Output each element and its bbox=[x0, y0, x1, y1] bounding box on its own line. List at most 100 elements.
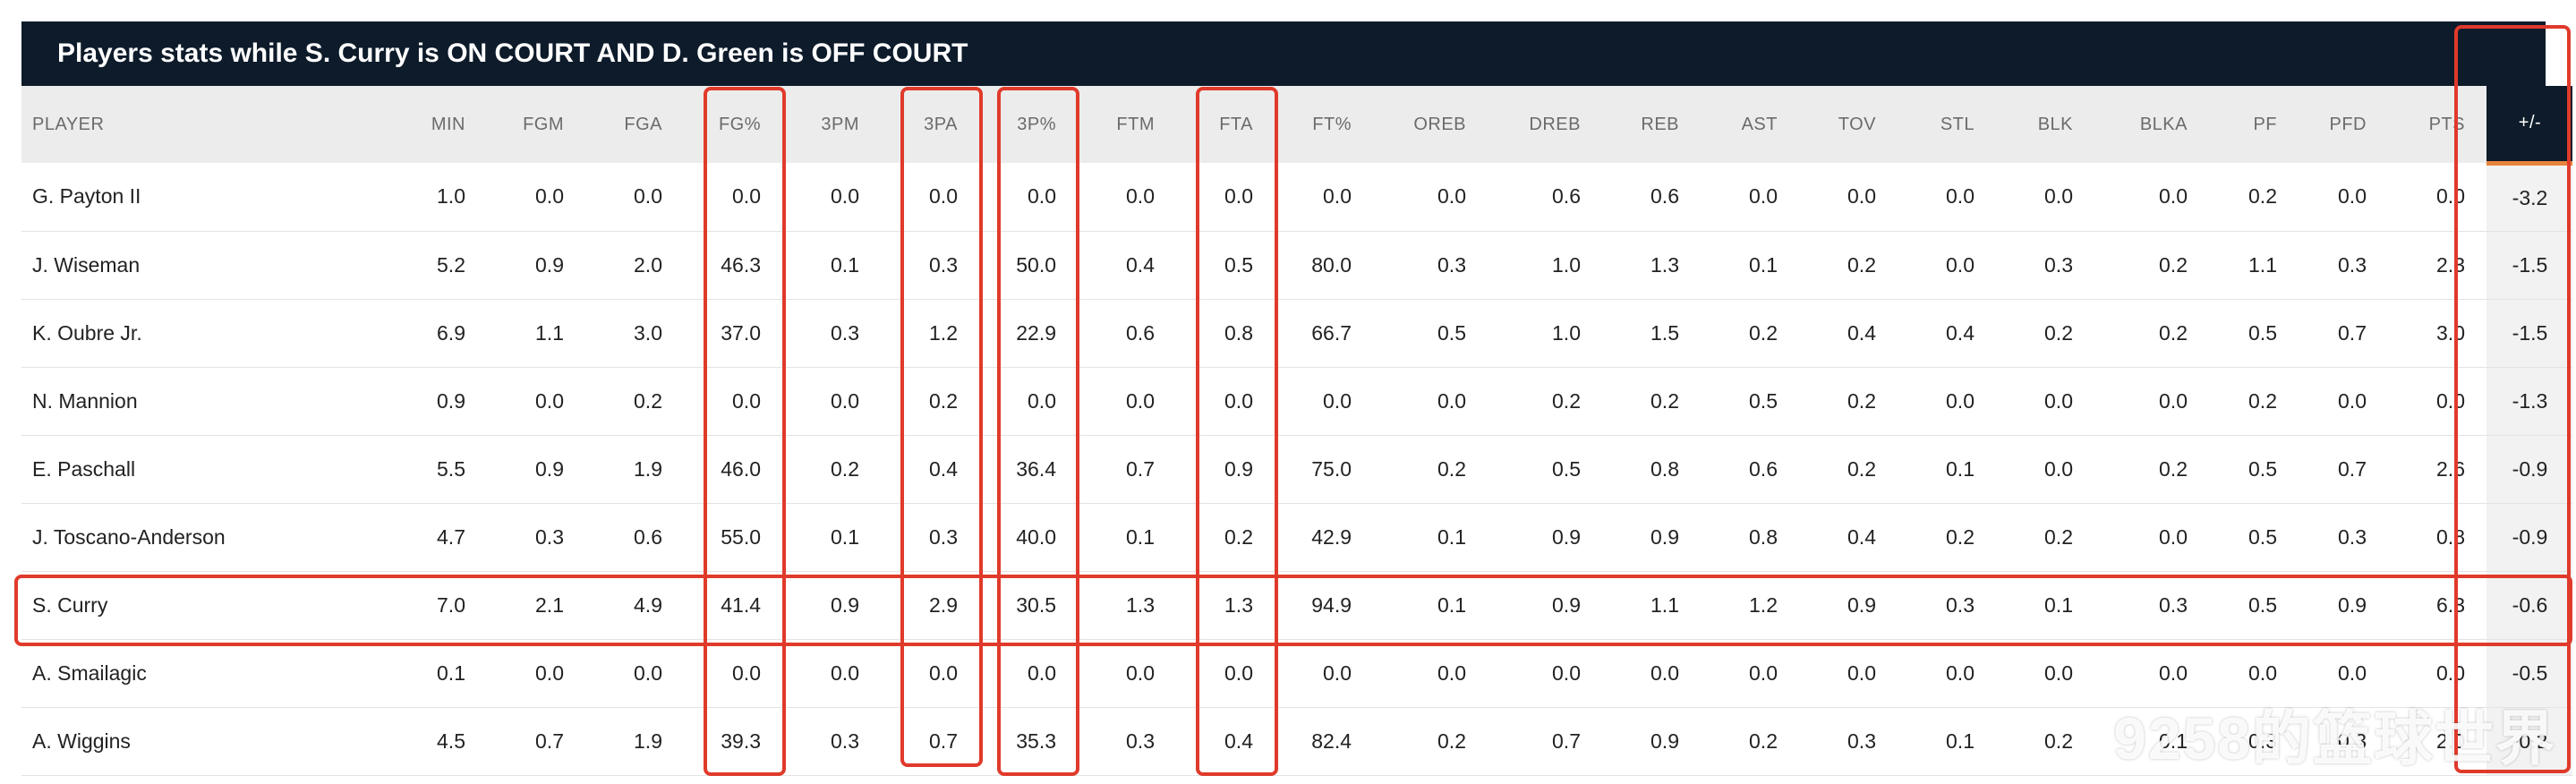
cell-fgm[interactable]: 0.9 bbox=[535, 252, 564, 277]
cell-reb[interactable]: 0.9 bbox=[1651, 524, 1679, 549]
column-header-stl[interactable]: STL bbox=[1940, 114, 1975, 134]
cell-pts[interactable]: 3.0 bbox=[2436, 320, 2465, 345]
cell-oreb[interactable]: 0.1 bbox=[1437, 592, 1466, 617]
column-header-ft-pct[interactable]: FT% bbox=[1312, 114, 1352, 134]
column-header-fgm[interactable]: FGM bbox=[523, 114, 564, 134]
cell-dreb[interactable]: 0.7 bbox=[1552, 729, 1581, 753]
column-header-tpm[interactable]: 3PM bbox=[821, 114, 859, 134]
player-name-link[interactable]: S. Curry bbox=[32, 592, 108, 617]
column-header-tov[interactable]: TOV bbox=[1838, 114, 1876, 134]
cell-dreb[interactable]: 0.2 bbox=[1552, 388, 1581, 413]
cell-pts[interactable]: 2.3 bbox=[2436, 252, 2465, 277]
cell-tpm[interactable]: 0.2 bbox=[831, 456, 859, 481]
cell-pts[interactable]: 0.8 bbox=[2436, 524, 2465, 549]
cell-dreb[interactable]: 0.6 bbox=[1552, 184, 1581, 209]
column-header-blk[interactable]: BLK bbox=[2037, 114, 2073, 134]
cell-fga[interactable]: 1.9 bbox=[634, 729, 662, 753]
cell-ast[interactable]: 0.5 bbox=[1749, 388, 1778, 413]
cell-oreb[interactable]: 0.5 bbox=[1437, 320, 1466, 345]
cell-fgm[interactable]: 0.9 bbox=[535, 456, 564, 481]
player-name-link[interactable]: A. Smailagic bbox=[32, 660, 147, 685]
column-header-tpa[interactable]: 3PA bbox=[924, 114, 958, 134]
column-header-tp-pct[interactable]: 3P% bbox=[1017, 114, 1056, 134]
cell-blk[interactable]: 0.1 bbox=[2044, 592, 2073, 617]
player-name-link[interactable]: J. Wiseman bbox=[32, 252, 141, 277]
cell-oreb[interactable]: 0.2 bbox=[1437, 729, 1466, 753]
cell-tpm[interactable]: 0.1 bbox=[831, 252, 859, 277]
cell-fga[interactable]: 1.9 bbox=[634, 456, 662, 481]
cell-tpm[interactable]: 0.3 bbox=[831, 729, 859, 753]
player-name-link[interactable]: J. Toscano-Anderson bbox=[32, 524, 226, 549]
player-name-link[interactable]: N. Mannion bbox=[32, 388, 138, 413]
column-header-oreb[interactable]: OREB bbox=[1413, 114, 1466, 134]
player-name-link[interactable]: K. Oubre Jr. bbox=[32, 320, 142, 345]
cell-pts[interactable]: 6.3 bbox=[2436, 592, 2465, 617]
cell-blk[interactable]: 0.2 bbox=[2044, 729, 2073, 753]
cell-stl[interactable]: 0.1 bbox=[1946, 729, 1975, 753]
column-header-pts[interactable]: PTS bbox=[2428, 114, 2465, 134]
cell-tpm[interactable]: 0.9 bbox=[831, 592, 859, 617]
cell-ast[interactable]: 0.6 bbox=[1749, 456, 1778, 481]
player-name-link[interactable]: A. Wiggins bbox=[32, 729, 131, 753]
cell-tpa[interactable]: 0.7 bbox=[929, 729, 958, 753]
column-header-ftm[interactable]: FTM bbox=[1116, 114, 1155, 134]
column-header-fta[interactable]: FTA bbox=[1219, 114, 1253, 134]
cell-fga[interactable]: 2.0 bbox=[634, 252, 662, 277]
cell-tov[interactable]: 0.2 bbox=[1847, 388, 1876, 413]
cell-tov[interactable]: 0.4 bbox=[1847, 320, 1876, 345]
cell-reb[interactable]: 0.6 bbox=[1651, 184, 1679, 209]
cell-blk[interactable]: 0.3 bbox=[2044, 252, 2073, 277]
cell-blka[interactable]: 0.1 bbox=[2159, 729, 2188, 753]
cell-oreb[interactable]: 0.3 bbox=[1437, 252, 1466, 277]
cell-tpa[interactable]: 0.4 bbox=[929, 456, 958, 481]
cell-fga[interactable]: 0.6 bbox=[634, 524, 662, 549]
cell-reb[interactable]: 0.8 bbox=[1651, 456, 1679, 481]
cell-fga[interactable]: 4.9 bbox=[634, 592, 662, 617]
cell-tpm[interactable]: 0.1 bbox=[831, 524, 859, 549]
cell-tpa[interactable]: 0.3 bbox=[929, 524, 958, 549]
column-header-blka[interactable]: BLKA bbox=[2139, 114, 2188, 134]
cell-tpm[interactable]: 0.3 bbox=[831, 320, 859, 345]
cell-reb[interactable]: 0.2 bbox=[1651, 388, 1679, 413]
cell-oreb[interactable]: 0.2 bbox=[1437, 456, 1466, 481]
cell-pts[interactable]: 2.0 bbox=[2436, 729, 2465, 753]
cell-ast[interactable]: 0.8 bbox=[1749, 524, 1778, 549]
cell-tov[interactable]: 0.3 bbox=[1847, 729, 1876, 753]
cell-tov[interactable]: 0.9 bbox=[1847, 592, 1876, 617]
cell-dreb[interactable]: 1.0 bbox=[1552, 320, 1581, 345]
cell-blka[interactable]: 0.2 bbox=[2159, 252, 2188, 277]
cell-dreb[interactable]: 1.0 bbox=[1552, 252, 1581, 277]
column-header-pfd[interactable]: PFD bbox=[2329, 114, 2367, 134]
cell-fga[interactable]: 0.2 bbox=[634, 388, 662, 413]
column-header-reb[interactable]: REB bbox=[1641, 114, 1679, 134]
cell-reb[interactable]: 1.5 bbox=[1651, 320, 1679, 345]
cell-stl[interactable]: 0.3 bbox=[1946, 592, 1975, 617]
column-header-pf[interactable]: PF bbox=[2253, 114, 2277, 134]
cell-blka[interactable]: 0.2 bbox=[2159, 456, 2188, 481]
cell-ast[interactable]: 1.2 bbox=[1749, 592, 1778, 617]
cell-tpa[interactable]: 0.3 bbox=[929, 252, 958, 277]
cell-dreb[interactable]: 0.9 bbox=[1552, 592, 1581, 617]
column-header-fg-pct[interactable]: FG% bbox=[718, 114, 761, 134]
cell-blka[interactable]: 0.3 bbox=[2159, 592, 2188, 617]
column-header-player[interactable]: PLAYER bbox=[32, 114, 105, 134]
cell-fgm[interactable]: 0.7 bbox=[535, 729, 564, 753]
cell-reb[interactable]: 1.3 bbox=[1651, 252, 1679, 277]
cell-pts[interactable]: 2.6 bbox=[2436, 456, 2465, 481]
cell-ast[interactable]: 0.1 bbox=[1749, 252, 1778, 277]
cell-stl[interactable]: 0.1 bbox=[1946, 456, 1975, 481]
cell-stl[interactable]: 0.4 bbox=[1946, 320, 1975, 345]
column-header-min[interactable]: MIN bbox=[431, 114, 465, 134]
cell-tov[interactable]: 0.2 bbox=[1847, 456, 1876, 481]
cell-tov[interactable]: 0.4 bbox=[1847, 524, 1876, 549]
column-header-dreb[interactable]: DREB bbox=[1529, 114, 1581, 134]
cell-tpa[interactable]: 2.9 bbox=[929, 592, 958, 617]
cell-dreb[interactable]: 0.5 bbox=[1552, 456, 1581, 481]
cell-fgm[interactable]: 0.3 bbox=[535, 524, 564, 549]
cell-fgm[interactable]: 1.1 bbox=[535, 320, 564, 345]
cell-blk[interactable]: 0.2 bbox=[2044, 524, 2073, 549]
column-header-fga[interactable]: FGA bbox=[624, 114, 662, 134]
cell-fga[interactable]: 3.0 bbox=[634, 320, 662, 345]
cell-blka[interactable]: 0.2 bbox=[2159, 320, 2188, 345]
cell-tov[interactable]: 0.2 bbox=[1847, 252, 1876, 277]
